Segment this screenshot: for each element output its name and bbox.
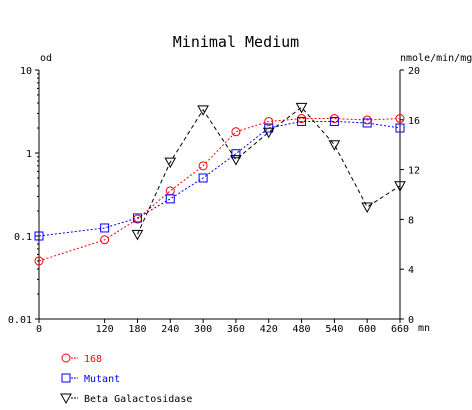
axes: 10 1 0.1 0.01 20 16 12 8 4 0 0 120 180 240 300 360 420 48… [8, 66, 420, 335]
series-marker-1 [100, 223, 110, 233]
series-marker-0 [231, 127, 241, 137]
series-marker-2 [230, 155, 242, 166]
right-axis-unit: nmole/min/mg [400, 53, 472, 64]
x-axis-tick-label: 300 [194, 324, 212, 335]
series-marker-2 [394, 181, 406, 192]
series-line-2 [136, 106, 401, 235]
series-marker-1 [231, 149, 241, 159]
x-axis-tick-label: 540 [325, 324, 343, 335]
series-marker-1 [297, 116, 307, 126]
series-marker-0 [395, 114, 405, 124]
left-axis-tick-label: 0.01 [8, 315, 32, 326]
right-axis-tick-label: 16 [408, 116, 420, 127]
right-axis-tick-label: 12 [408, 166, 420, 177]
series-marker-2 [295, 102, 308, 114]
left-axis-unit: od [40, 53, 52, 64]
left-axis-tick-label: 1 [26, 149, 32, 160]
x-axis-tick-label: 180 [128, 324, 146, 335]
series-marker-1 [34, 231, 44, 241]
series-line-1 [38, 120, 401, 237]
right-axis-tick-label: 20 [408, 66, 420, 77]
legend-label-0: 168 [84, 354, 102, 365]
series-marker-0 [100, 235, 110, 245]
x-axis-tick-label: 240 [161, 324, 179, 335]
x-axis-tick-label: 480 [293, 324, 311, 335]
series-marker-0 [264, 116, 274, 126]
legend-label-1: Mutant [84, 374, 120, 385]
right-axis-tick-label: 8 [408, 215, 414, 226]
chart-title: Minimal Medium [173, 33, 299, 51]
series-marker-2 [262, 127, 275, 139]
legend-marker-2 [60, 393, 72, 405]
series-marker-1 [165, 194, 175, 204]
right-axis-tick-label: 4 [408, 265, 414, 276]
legend-label-2: Beta Galactosidase [84, 394, 192, 405]
series-line-0 [38, 118, 401, 262]
series-marker-1 [362, 118, 372, 128]
series-marker-1 [198, 173, 208, 183]
x-axis-tick-label: 420 [260, 324, 278, 335]
legend: 168 Mutant Beta Galactosidase [60, 353, 192, 405]
x-axis-tick-label: 600 [358, 324, 376, 335]
series-marker-2 [328, 140, 341, 151]
series-marker-2 [131, 229, 144, 241]
series-marker-2 [197, 105, 209, 116]
x-axis-tick-label: 0 [36, 324, 42, 335]
legend-marker-0 [61, 353, 71, 363]
series-marker-0 [34, 256, 44, 266]
right-axis-tick-label: 0 [408, 315, 414, 326]
series-marker-1 [329, 116, 339, 126]
series-marker-2 [361, 202, 374, 213]
left-axis-tick-label: 10 [20, 66, 32, 77]
series-marker-1 [395, 123, 405, 133]
series-marker-0 [198, 161, 208, 171]
x-axis-unit: mn [418, 323, 430, 334]
x-axis-tick-label: 120 [96, 324, 114, 335]
left-axis-tick-label: 0.1 [14, 232, 32, 243]
x-axis-tick-label: 660 [391, 324, 409, 335]
series-marker-1 [132, 213, 142, 223]
series-marker-2 [164, 157, 177, 169]
series-marker-0 [165, 186, 175, 196]
plot-area [34, 102, 406, 266]
legend-marker-1 [61, 373, 71, 383]
x-axis-tick-label: 360 [227, 324, 245, 335]
